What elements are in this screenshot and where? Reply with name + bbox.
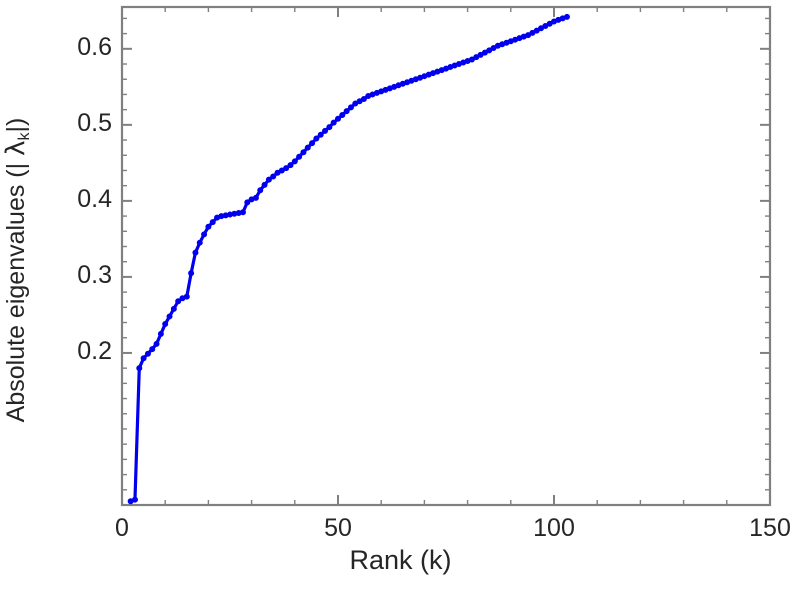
data-point (335, 115, 341, 122)
data-point (175, 298, 182, 305)
data-point (153, 340, 160, 347)
data-point (330, 119, 337, 126)
data-point (304, 144, 311, 151)
data-point (360, 96, 367, 102)
data-point (265, 176, 272, 183)
data-point (244, 199, 251, 206)
y-tick-label: 0.2 (77, 336, 112, 365)
data-point (192, 249, 199, 256)
y-tick-label: 0.5 (77, 108, 112, 137)
data-point (309, 140, 316, 147)
data-point (131, 496, 138, 503)
data-point (270, 173, 277, 180)
data-point (252, 194, 259, 201)
data-point (170, 305, 177, 312)
data-point (287, 162, 294, 169)
x-tick-label: 50 (324, 514, 352, 542)
data-point (209, 219, 216, 226)
data-point (196, 239, 203, 246)
data-point (205, 223, 212, 230)
lambda-symbol: λ (0, 140, 31, 156)
data-point (339, 111, 346, 118)
data-point (296, 153, 303, 160)
x-axis-label: Rank (k) (349, 545, 452, 575)
x-tick-label: 100 (533, 514, 575, 542)
y-tick-label: 0.3 (77, 260, 112, 289)
x-tick-label: 0 (115, 514, 129, 542)
x-tick-label: 150 (749, 514, 791, 542)
lambda-subscript: k (15, 132, 33, 141)
plot-box (120, 5, 772, 507)
y-tick-label: 0.4 (77, 184, 112, 213)
data-point (188, 270, 195, 277)
data-point (239, 209, 246, 216)
data-point (140, 355, 147, 362)
series-line (129, 15, 569, 503)
data-point (291, 158, 298, 165)
data-point (257, 187, 264, 194)
y-axis-label-text: Absolute eigenvalues (| (1, 155, 30, 423)
data-point (343, 108, 350, 115)
data-point (144, 350, 151, 357)
data-point (313, 135, 320, 142)
data-point (317, 131, 324, 138)
data-point (283, 165, 290, 172)
data-point (149, 346, 156, 353)
data-point (563, 13, 570, 20)
data-point (166, 313, 173, 320)
data-point (322, 127, 329, 134)
data-point (261, 181, 268, 188)
data-point (162, 321, 169, 328)
data-point (201, 231, 208, 238)
y-axis-label-tail: |) (1, 117, 30, 133)
data-point (300, 149, 307, 156)
data-point (157, 330, 164, 337)
data-point (326, 124, 333, 131)
data-point (183, 293, 190, 300)
y-tick-label: 0.6 (77, 32, 112, 61)
data-point (136, 365, 143, 372)
data-point (347, 104, 354, 111)
y-axis-label: Absolute eigenvalues (| λk|) (0, 20, 37, 520)
